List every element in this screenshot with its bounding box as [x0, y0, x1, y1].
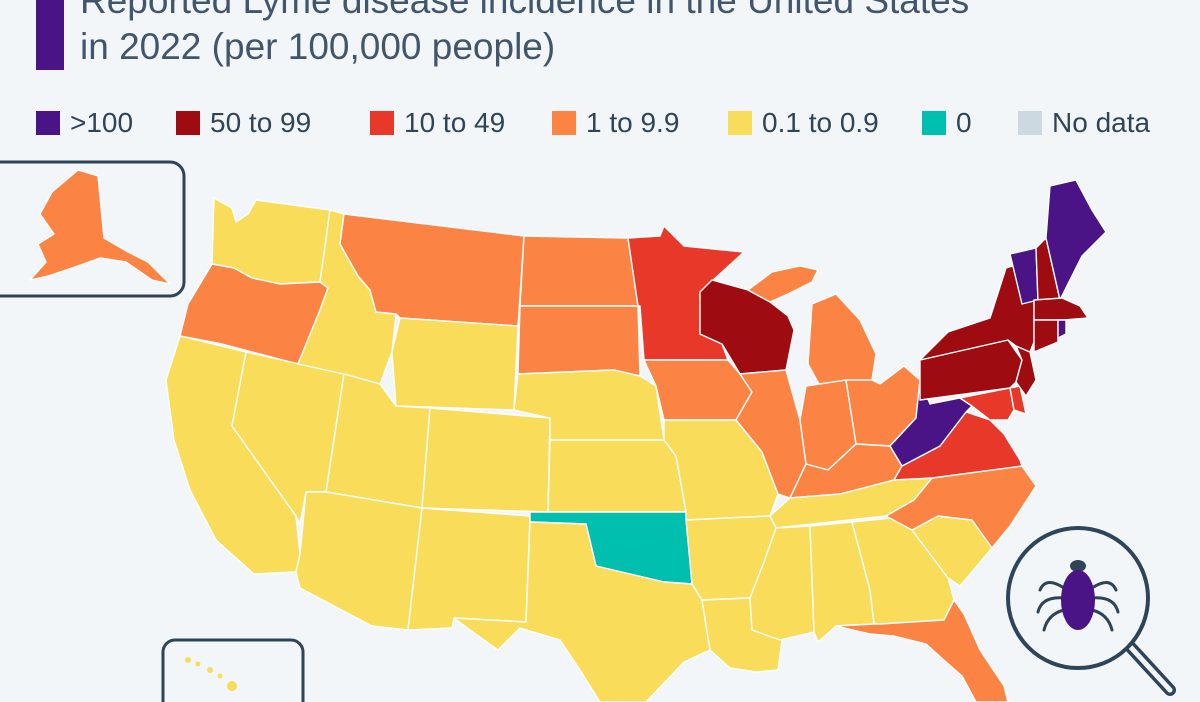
- page-title: Reported Lyme disease incidence in the U…: [80, 0, 969, 70]
- legend-swatch: [552, 111, 576, 135]
- legend-item-over-100: >100: [36, 107, 134, 138]
- legend-label: >100: [70, 107, 134, 138]
- state-massachusetts: [1033, 297, 1089, 321]
- legend-item-50-to-99: 50 to 99: [176, 107, 312, 138]
- legend-item-10-to-49: 10 to 49: [370, 107, 506, 138]
- state-north-dakota: [519, 235, 639, 307]
- alaska-inset-frame: [0, 160, 186, 298]
- state-wyoming: [391, 317, 519, 411]
- state-connecticut: [1033, 319, 1059, 353]
- state-north-carolina: [885, 465, 1037, 549]
- legend-label: 10 to 49: [404, 107, 506, 138]
- legend-swatch: [36, 111, 60, 135]
- legend-label: No data: [1052, 107, 1151, 138]
- state-michigan: [747, 265, 877, 387]
- legend-label: 50 to 99: [210, 107, 312, 138]
- legend-label: 0: [956, 107, 972, 138]
- state-texas: [453, 521, 711, 702]
- state-rhode-island: [1057, 319, 1067, 339]
- legend-swatch: [370, 111, 394, 135]
- legend-item-1-to-9-9: 1 to 9.9: [552, 107, 680, 138]
- legend-label: 1 to 9.9: [586, 107, 680, 138]
- legend-item-zero: 0: [922, 107, 972, 138]
- state-mississippi: [749, 525, 815, 641]
- state-arizona: [295, 491, 423, 631]
- legend-swatch: [728, 111, 752, 135]
- hawaii-inset-frame: [161, 638, 305, 702]
- state-illinois: [735, 369, 807, 499]
- state-alaska: [29, 169, 171, 285]
- state-hawaii: [185, 657, 237, 691]
- legend-swatch: [1018, 111, 1042, 135]
- state-delaware: [1009, 385, 1027, 415]
- title-accent-bar: [36, 0, 64, 70]
- legend-item-no-data: No data: [1018, 107, 1151, 138]
- legend-swatch: [922, 111, 946, 135]
- title-line-2: in 2022 (per 100,000 people): [80, 26, 556, 67]
- legend-swatch: [176, 111, 200, 135]
- state-maine: [1045, 179, 1107, 301]
- state-florida: [835, 599, 1009, 702]
- tick-magnifier-icon: [1006, 526, 1176, 696]
- state-kansas: [547, 439, 687, 513]
- legend-label: 0.1 to 0.9: [762, 107, 879, 138]
- legend-item-0-1-to-0-9: 0.1 to 0.9: [728, 107, 879, 138]
- state-colorado: [421, 407, 551, 513]
- state-south-dakota: [517, 305, 641, 377]
- state-new-mexico: [407, 507, 531, 631]
- title-line-1: Reported Lyme disease incidence in the U…: [80, 0, 970, 21]
